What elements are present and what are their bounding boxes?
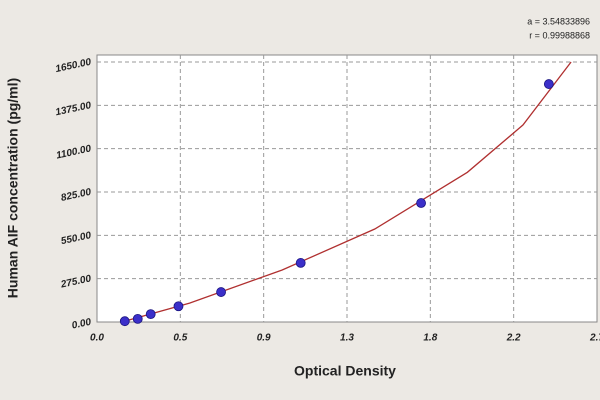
data-point [295, 258, 306, 268]
y-tick-label: 1650.00 [55, 57, 93, 75]
x-tick-label: 1.8 [423, 333, 437, 344]
x-axis-title: Optical Density [294, 363, 396, 379]
annotation: r = 0.99988868 [529, 30, 590, 40]
y-tick-label: 275.00 [59, 273, 93, 290]
annotation: a = 3.54833896 [527, 16, 590, 26]
data-point [543, 79, 554, 89]
y-tick-label: 825.00 [60, 187, 93, 204]
data-point [416, 198, 426, 208]
x-tick-label: 0.5 [173, 333, 187, 344]
y-tick-label: 0.00 [71, 317, 93, 332]
data-point [216, 287, 226, 297]
x-tick-label: 2.2 [506, 333, 521, 344]
x-tick-label: 2.7 [589, 333, 600, 344]
y-tick-label: 550.00 [60, 230, 93, 247]
data-point [119, 316, 130, 327]
y-tick-label: 1100.00 [55, 143, 92, 161]
x-tick-label: 0.0 [90, 333, 104, 344]
y-tick-label: 1375.00 [55, 100, 93, 118]
x-tick-label: 0.9 [257, 333, 271, 344]
data-point [145, 309, 156, 320]
data-point [173, 301, 184, 312]
y-axis-title: Human AIF concentration (pg/ml) [5, 78, 21, 298]
x-tick-label: 1.3 [340, 333, 354, 344]
fit-curve [124, 61, 572, 322]
data-point [132, 313, 143, 324]
